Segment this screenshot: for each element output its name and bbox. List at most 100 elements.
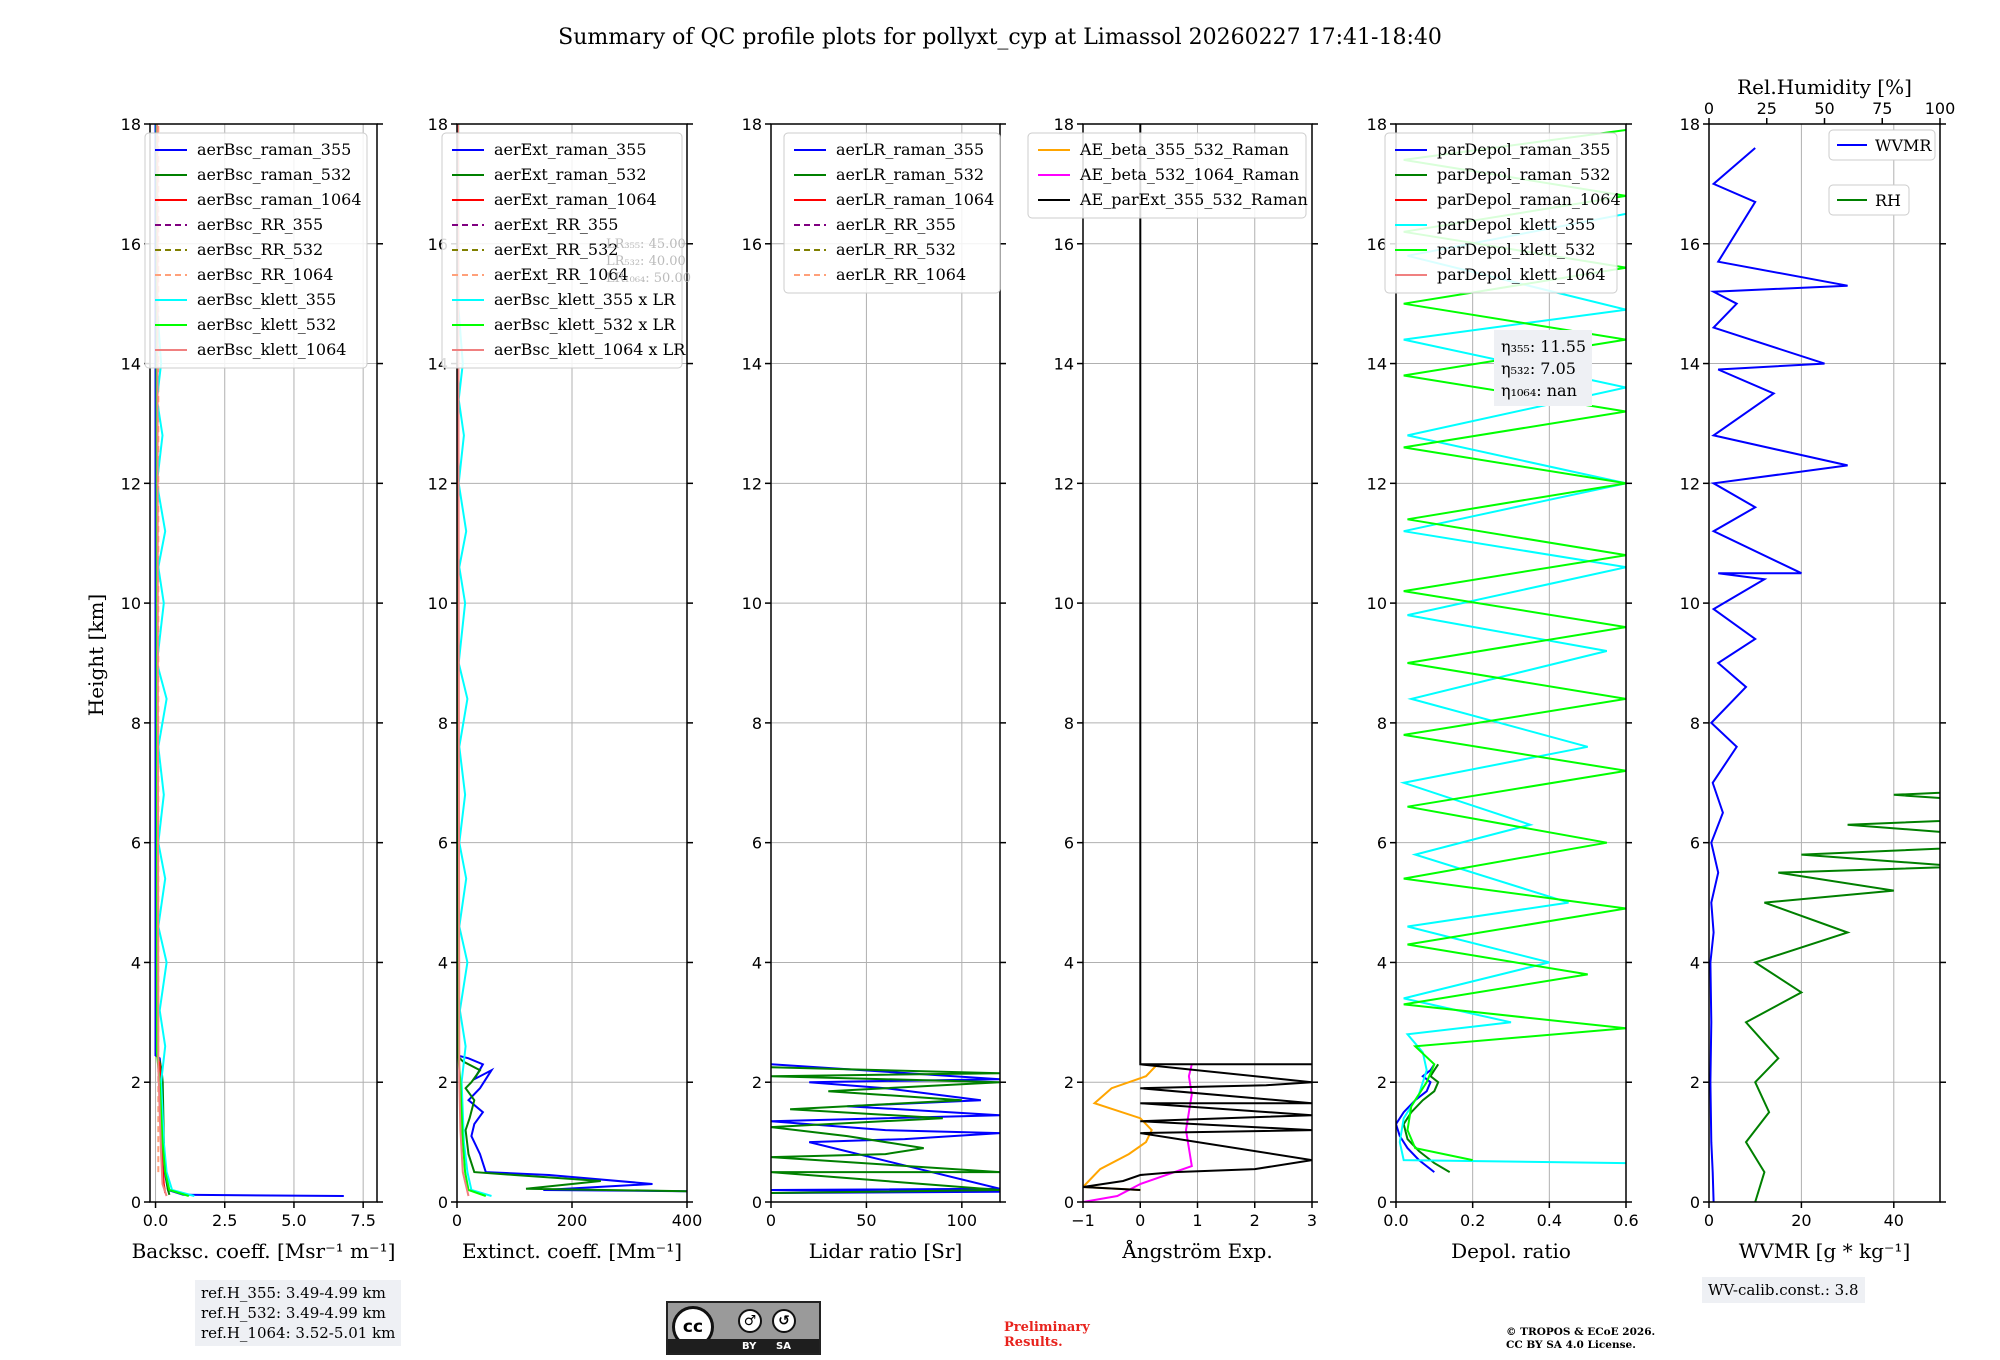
- legend-entry: aerLR_raman_1064: [836, 190, 994, 209]
- legend-entry: aerBsc_raman_1064: [197, 190, 362, 209]
- y-tick-label: 0: [1064, 1193, 1074, 1212]
- ref-height-1064: ref.H_1064: 3.52-5.01 km: [201, 1324, 396, 1342]
- legend-entry: aerBsc_klett_532 x LR: [494, 315, 676, 334]
- y-tick-label: 10: [1367, 594, 1387, 613]
- legend: parDepol_raman_355 parDepol_raman_532 parD…: [1384, 132, 1621, 294]
- x-tick-label: 50: [856, 1211, 876, 1230]
- legend-entry: parDepol_klett_355: [1437, 215, 1595, 234]
- y-tick-label: 0: [752, 1193, 762, 1212]
- legend-entry: parDepol_raman_1064: [1437, 190, 1621, 209]
- series-ae-beta-355-532-raman: [1083, 1063, 1159, 1191]
- legend-entry: aerBsc_raman_532: [197, 165, 351, 184]
- legend-entry: aerBsc_klett_355 x LR: [494, 290, 676, 309]
- y-tick-label: 6: [752, 834, 762, 853]
- x-tick-label: 0: [1135, 1211, 1145, 1230]
- series-pardepol-klett-355: [1398, 212, 1626, 1165]
- ref-height-532: ref.H_532: 3.49-4.99 km: [201, 1304, 386, 1322]
- attribution-person-icon: ♂: [738, 1309, 762, 1333]
- y-tick-label: 18: [1054, 115, 1074, 134]
- y-tick-label: 14: [742, 355, 762, 374]
- y-tick-label: 4: [1377, 953, 1387, 972]
- series-aerlr-raman-355: [771, 1063, 1000, 1194]
- panel-lidar_ratio: 0 2 4 6 8 10 12 14 16 18 0 50 100 Lidar ratio [Sr] aer…: [742, 115, 1006, 1263]
- badge-sa-label: SA: [776, 1341, 791, 1352]
- x-tick-label: 0.0: [1383, 1211, 1408, 1230]
- y-tick-label: 16: [1054, 235, 1074, 254]
- eta-value: η₅₃₂: 7.05: [1501, 359, 1576, 378]
- figure-title: Summary of QC profile plots for pollyxt_…: [558, 25, 1442, 50]
- preliminary-results-note: Preliminary Results.: [1004, 1320, 1090, 1350]
- legend-entry: aerLR_RR_355: [836, 215, 956, 234]
- legend-entry: aerLR_raman_532: [836, 165, 984, 184]
- legend-box: [441, 132, 683, 369]
- y-tick-label: 18: [1680, 115, 1700, 134]
- legend-entry: AE_parExt_355_532_Raman: [1079, 190, 1308, 209]
- x-tick-label: 2.5: [212, 1211, 237, 1230]
- y-tick-label: 4: [1064, 953, 1074, 972]
- x-tick-label: 7.5: [350, 1211, 375, 1230]
- y-tick-label: 12: [121, 474, 141, 493]
- x-tick-label: 400: [672, 1211, 703, 1230]
- legend-entry: RH: [1875, 191, 1901, 210]
- legend-entry: parDepol_klett_532: [1437, 240, 1595, 259]
- legend: aerExt_raman_355 aerExt_raman_532 aerExt_r…: [441, 132, 686, 369]
- x-tick-label: 40: [1884, 1211, 1904, 1230]
- y-tick-label: 0: [1377, 1193, 1387, 1212]
- y-tick-label: 12: [428, 474, 448, 493]
- legend-entry: WVMR: [1875, 136, 1932, 155]
- y-tick-label: 8: [438, 714, 448, 733]
- legend-box: [783, 132, 1001, 294]
- plot-frame: [1395, 123, 1627, 1203]
- legend-box: [1828, 184, 1910, 216]
- lidar-ratio-note: LR₃₅₅: 45.00: [606, 237, 686, 252]
- x-axis-label: WVMR [g * kg⁻¹]: [1739, 1239, 1911, 1263]
- ref-height-355: ref.H_355: 3.49-4.99 km: [201, 1284, 386, 1302]
- legend: RH: [1828, 184, 1910, 216]
- y-tick-label: 10: [121, 594, 141, 613]
- plot-frame: [770, 123, 1001, 1203]
- y-tick-label: 14: [121, 355, 141, 374]
- y-tick-label: 12: [1680, 474, 1700, 493]
- y-tick-label: 4: [1690, 953, 1700, 972]
- legend-entry: aerBsc_klett_1064: [197, 340, 346, 359]
- x-tick-label: 1: [1192, 1211, 1202, 1230]
- y-tick-label: 8: [1377, 714, 1387, 733]
- top-axis-label: Rel.Humidity [%]: [1737, 75, 1912, 99]
- series-pardepol-klett-532: [1403, 129, 1626, 1162]
- wv-calibration-constant: WV-calib.const.: 3.8: [1708, 1281, 1859, 1299]
- x-axis-label: Backsc. coeff. [Msr⁻¹ m⁻¹]: [132, 1239, 396, 1263]
- legend-entry: AE_beta_355_532_Raman: [1079, 140, 1289, 159]
- y-tick-label: 18: [742, 115, 762, 134]
- copyright-line-1: © TROPOS & ECoE 2026.: [1506, 1326, 1656, 1338]
- copyright-note: © TROPOS & ECoE 2026. CC BY SA 4.0 Licen…: [1506, 1326, 1655, 1352]
- x-tick-label: 0: [1704, 1211, 1714, 1230]
- share-alike-icon: ↺: [772, 1309, 796, 1333]
- y-tick-label: 8: [1064, 714, 1074, 733]
- y-tick-label: 4: [131, 953, 141, 972]
- series-pardepol-raman-355: [1396, 1063, 1436, 1173]
- y-tick-label: 10: [428, 594, 448, 613]
- y-tick-label: 2: [131, 1073, 141, 1092]
- legend-entry: aerBsc_RR_355: [197, 215, 323, 234]
- series-ae-parext-355-532-raman: [1083, 124, 1312, 1191]
- y-tick-label: 6: [1064, 834, 1074, 853]
- plot-frame: [1708, 123, 1941, 1203]
- legend-entry: parDepol_klett_1064: [1437, 265, 1606, 284]
- y-tick-label: 6: [131, 834, 141, 853]
- cc-license-badge: cc ♂ ↺ BY SA: [666, 1301, 821, 1355]
- legend-entry: aerLR_RR_532: [836, 240, 956, 259]
- badge-by-label: BY: [742, 1341, 757, 1352]
- y-tick-label: 8: [752, 714, 762, 733]
- y-tick-label: 14: [1367, 355, 1387, 374]
- y-tick-label: 18: [428, 115, 448, 134]
- x-axis-label: Extinct. coeff. [Mm⁻¹]: [462, 1239, 682, 1263]
- legend-entry: parDepol_raman_532: [1437, 165, 1610, 184]
- x-tick-label: 3: [1307, 1211, 1317, 1230]
- x-tick-label: 0.2: [1460, 1211, 1485, 1230]
- series-aerbsc-klett-1064-x-lr: [457, 124, 470, 1197]
- series-rh: [1744, 763, 1940, 1202]
- series-wvmr: [1709, 147, 1848, 1202]
- legend-entry: aerExt_raman_532: [494, 165, 647, 184]
- legend-entry: aerExt_RR_532: [494, 240, 618, 259]
